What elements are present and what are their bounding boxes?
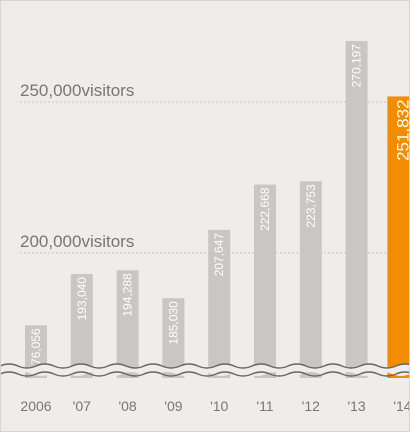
bar-value-label: 176,056 [29, 328, 43, 372]
x-tick-label: '07 [73, 398, 91, 414]
bar [70, 274, 93, 378]
bar-value-label: 222,668 [258, 187, 272, 231]
axis-break-line-bottom [0, 371, 410, 377]
x-tick-label: '13 [347, 398, 365, 414]
bar-value-label: 223,753 [304, 184, 318, 228]
bar [299, 181, 322, 378]
x-tick-label: '11 [256, 398, 273, 414]
bar-value-label: 194,288 [121, 273, 135, 317]
bar [254, 184, 276, 378]
bar-value-label: 270,197 [350, 44, 364, 88]
reference-line-label: 250,000visitors [20, 81, 134, 100]
bar [116, 270, 139, 378]
bar [208, 229, 231, 378]
bar-value-label: 251,832 [393, 99, 410, 160]
bar [345, 41, 368, 378]
bar-value-label: 207,647 [212, 233, 226, 277]
x-tick-label: 2006 [20, 398, 51, 414]
x-tick-label: '09 [164, 398, 182, 414]
x-tick-label: '14 [393, 398, 410, 414]
bar-value-label: 193,040 [75, 277, 89, 321]
x-tick-label: '12 [302, 398, 320, 414]
x-tick-label: '08 [118, 398, 136, 414]
axis-break-line-top [0, 363, 410, 369]
reference-line-label: 200,000visitors [20, 232, 134, 251]
bar-highlight [387, 96, 410, 379]
bar-value-label: 185,030 [166, 301, 180, 345]
x-tick-label: '10 [210, 398, 228, 414]
bar [162, 298, 185, 378]
